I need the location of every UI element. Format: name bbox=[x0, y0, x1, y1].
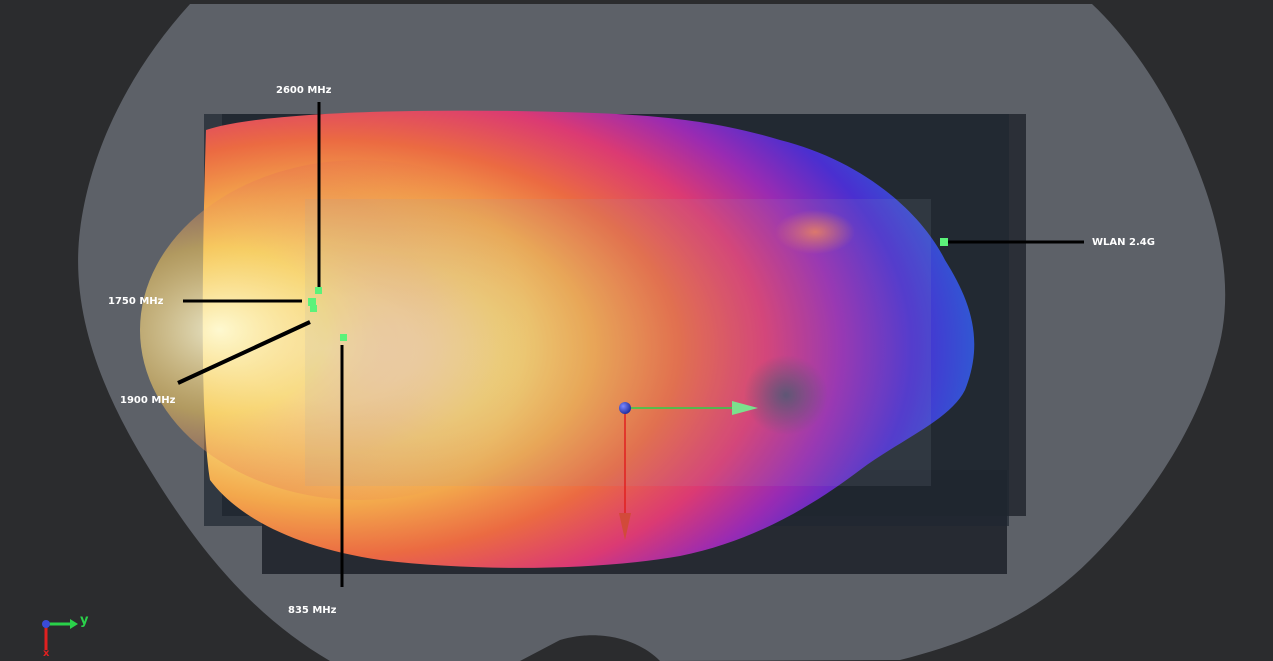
probe-marker-2600[interactable] bbox=[315, 287, 322, 294]
label-wlan-2-4g: WLAN 2.4G bbox=[1092, 237, 1155, 248]
gizmo-origin[interactable] bbox=[619, 402, 631, 414]
label-1750-mhz: 1750 MHz bbox=[108, 296, 164, 307]
triad-y-arrow bbox=[70, 619, 78, 629]
heatmap-core bbox=[140, 160, 580, 500]
overlay-plate bbox=[305, 199, 931, 486]
leader-line-1900 bbox=[177, 320, 311, 385]
gizmo-x-arrow[interactable] bbox=[619, 513, 631, 540]
heatmap-cool-spot bbox=[744, 355, 828, 435]
label-2600-mhz: 2600 MHz bbox=[276, 85, 332, 96]
label-835-mhz: 835 MHz bbox=[288, 605, 337, 616]
heatmap-hot-right bbox=[775, 210, 855, 254]
label-1900-mhz: 1900 MHz bbox=[120, 395, 176, 406]
probe-marker-wlan[interactable] bbox=[940, 238, 948, 246]
triad-x-label: x bbox=[43, 648, 50, 659]
probe-marker-1750[interactable] bbox=[308, 298, 316, 306]
triad-y-label: y bbox=[80, 613, 89, 628]
probe-marker-835[interactable] bbox=[340, 334, 347, 341]
probe-marker-1900[interactable] bbox=[310, 305, 317, 312]
triad-origin bbox=[42, 620, 50, 628]
gizmo-y-arrow[interactable] bbox=[732, 401, 758, 415]
